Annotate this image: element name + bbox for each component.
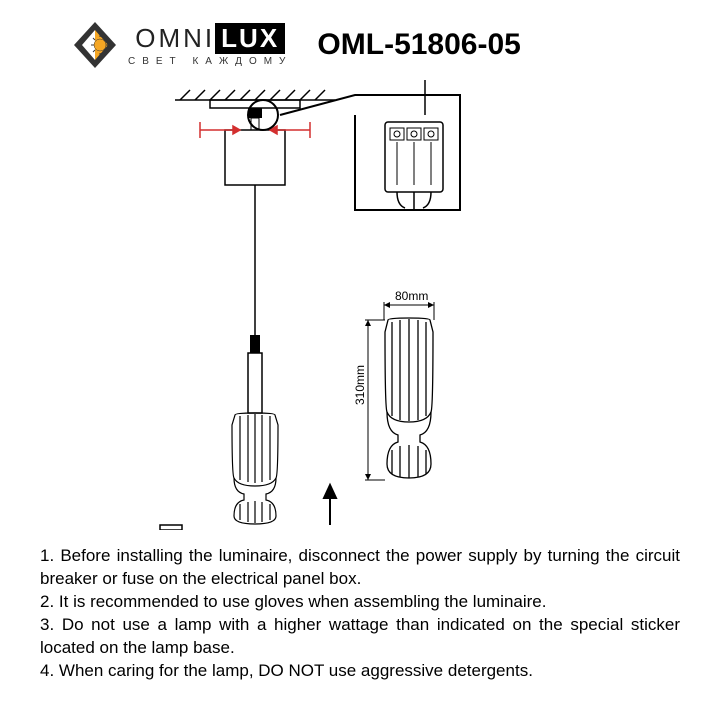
width-dimension: 80mm <box>395 289 428 303</box>
header: OMNI LUX СВЕТ КАЖДОМУ OML-51806-05 <box>0 0 720 80</box>
instructions: 1. Before installing the luminaire, disc… <box>0 530 720 698</box>
model-number: OML-51806-05 <box>317 28 520 62</box>
instruction-1: 1. Before installing the luminaire, disc… <box>40 545 680 591</box>
tagline: СВЕТ КАЖДОМУ <box>128 56 292 67</box>
logo-icon <box>70 20 120 70</box>
brand-omni: OMNI <box>135 23 215 54</box>
brand-lux: LUX <box>215 23 285 54</box>
instruction-3: 3. Do not use a lamp with a higher watta… <box>40 614 680 660</box>
instruction-2: 2. It is recommended to use gloves when … <box>40 591 680 614</box>
diagram-area: 80mm 310mm <box>0 80 720 530</box>
logo-block: OMNI LUX СВЕТ КАЖДОМУ <box>70 20 292 70</box>
instruction-4: 4. When caring for the lamp, DO NOT use … <box>40 660 680 683</box>
height-dimension: 310mm <box>353 365 367 405</box>
brand-name: OMNI LUX <box>135 23 285 54</box>
brand-text: OMNI LUX СВЕТ КАЖДОМУ <box>128 23 292 67</box>
